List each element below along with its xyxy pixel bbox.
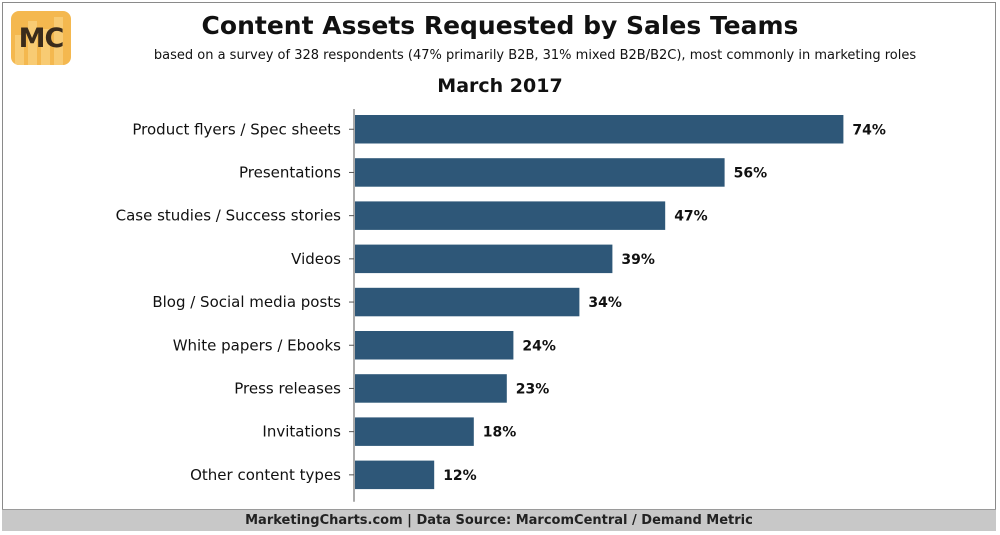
category-label: Presentations (239, 163, 341, 181)
bar-4 (355, 287, 580, 317)
marketingcharts-logo: MC (11, 11, 71, 65)
category-label: Blog / Social media posts (152, 293, 341, 311)
value-label: 34% (588, 295, 622, 311)
bar-7 (355, 417, 474, 446)
value-label: 12% (443, 468, 477, 484)
bar-0 (355, 115, 844, 144)
category-label: Other content types (190, 466, 341, 484)
value-label: 24% (522, 338, 556, 354)
bar-5 (355, 331, 514, 360)
value-label: 18% (483, 425, 517, 441)
chart-title: Content Assets Requested by Sales Teams (201, 11, 799, 40)
value-label: 23% (516, 381, 550, 397)
value-label: 74% (852, 122, 886, 138)
logo-text: MC (18, 23, 65, 54)
value-label: 56% (734, 165, 768, 181)
chart-period: March 2017 (437, 75, 563, 97)
bar-6 (355, 374, 507, 403)
category-label: Product flyers / Spec sheets (132, 120, 341, 138)
category-label: Press releases (234, 379, 341, 397)
bar-3 (355, 244, 613, 274)
bar-2 (355, 201, 666, 230)
category-label: Videos (291, 250, 341, 268)
chart-subtitle: based on a survey of 328 respondents (47… (153, 48, 917, 63)
bar-1 (355, 158, 725, 187)
category-label: Case studies / Success stories (116, 207, 342, 225)
value-label: 39% (621, 252, 655, 268)
bar-8 (355, 460, 435, 490)
value-label: 47% (674, 209, 708, 225)
category-label: White papers / Ebooks (173, 336, 341, 354)
category-label: Invitations (262, 423, 341, 441)
source-footer: MarketingCharts.com | Data Source: Marco… (2, 509, 996, 531)
